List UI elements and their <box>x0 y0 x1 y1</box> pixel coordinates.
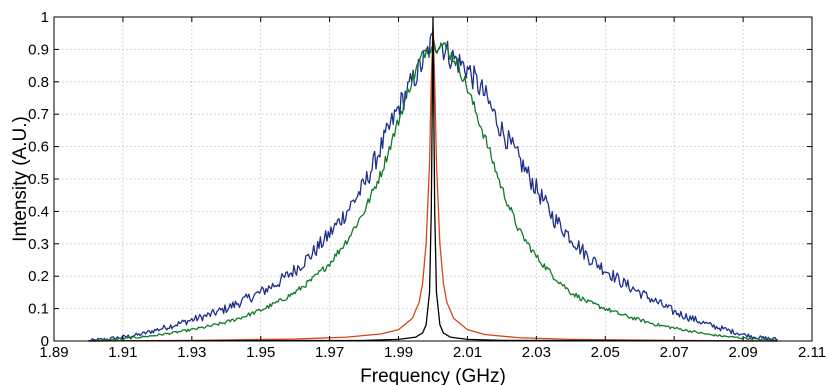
y-tick-label: 1 <box>41 9 49 26</box>
y-tick-label: 0.8 <box>28 74 49 91</box>
x-tick-label: 2.09 <box>728 344 757 361</box>
x-tick-label: 2.11 <box>798 344 826 361</box>
x-tick-label: 1.95 <box>246 344 275 361</box>
x-tick-label: 1.91 <box>108 344 137 361</box>
x-tick-label: 1.93 <box>177 344 206 361</box>
x-axis-label: Frequency (GHz) <box>360 366 506 385</box>
x-tick-label: 1.99 <box>384 344 413 361</box>
y-tick-label: 0.3 <box>28 236 49 253</box>
tick-marks <box>53 16 813 342</box>
x-tick-label: 2.01 <box>453 344 482 361</box>
y-tick-label: 0.5 <box>28 171 49 188</box>
y-axis-label: Intensity (A.U.) <box>10 116 31 242</box>
y-tick-label: 0.7 <box>28 106 49 123</box>
y-tick-label: 0.1 <box>28 301 49 318</box>
y-tick-labels: 0 0.1 0.2 0.3 0.4 0.5 0.6 0.7 0.8 0.9 1 <box>28 9 49 350</box>
x-tick-label: 2.05 <box>591 344 620 361</box>
x-tick-label: 1.97 <box>315 344 344 361</box>
y-tick-label: 0 <box>41 333 49 350</box>
x-tick-label: 2.07 <box>660 344 689 361</box>
x-tick-label: 2.03 <box>522 344 551 361</box>
x-tick-labels: 1.89 1.91 1.93 1.95 1.97 1.99 2.01 2.03 2.05 2.07… <box>39 344 826 361</box>
y-tick-label: 0.9 <box>28 41 49 58</box>
y-tick-label: 0.2 <box>28 268 49 285</box>
y-tick-label: 0.4 <box>28 203 49 220</box>
y-tick-label: 0.6 <box>28 139 49 156</box>
x-tick-label: 1.89 <box>39 344 68 361</box>
